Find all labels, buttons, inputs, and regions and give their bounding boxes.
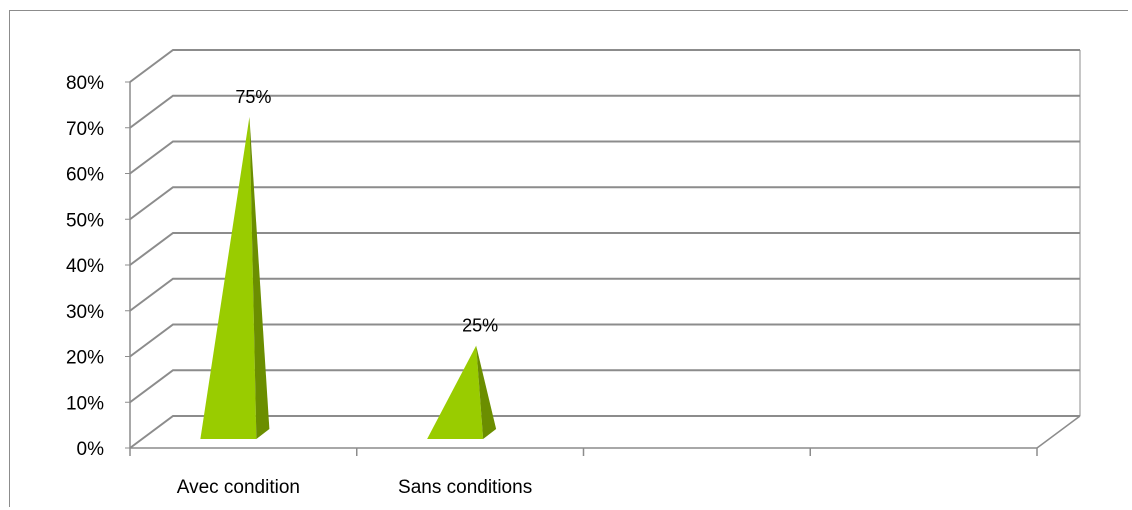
gridline	[129, 232, 1080, 266]
gridline	[129, 186, 1080, 221]
gridline	[129, 94, 1080, 129]
pyramids	[200, 116, 497, 439]
y-tick-label: 40%	[66, 256, 104, 277]
y-tick-label: 50%	[66, 210, 104, 231]
gridline	[129, 277, 1080, 312]
pyramid-side-face	[249, 116, 270, 439]
gridline	[129, 369, 1080, 404]
pyramid-front-face	[200, 116, 257, 439]
x-category-label: Sans conditions	[398, 477, 532, 498]
y-tick-label: 10%	[66, 393, 104, 414]
y-tick-label: 0%	[77, 439, 105, 460]
y-tick-label: 20%	[66, 348, 104, 369]
y-tick-label: 60%	[66, 165, 104, 186]
floor-right-edge	[1036, 415, 1081, 449]
gridline	[129, 140, 1080, 175]
y-tick-label: 70%	[66, 119, 104, 140]
gridlines	[129, 49, 1080, 449]
chart-frame	[9, 10, 1128, 507]
pyramid-1	[200, 116, 270, 439]
pyramid-2	[427, 345, 497, 439]
data-label: 25%	[462, 316, 498, 336]
pyramid-front-face	[427, 345, 484, 439]
x-category-label: Avec condition	[177, 477, 300, 498]
y-tick-label: 80%	[66, 73, 104, 94]
gridline	[129, 415, 1080, 449]
gridline	[129, 49, 1080, 83]
data-labels: 75% 25%	[235, 87, 498, 336]
x-axis-tick-marks	[129, 448, 1038, 456]
gridline	[129, 323, 1080, 358]
x-axis-category-labels: Avec condition Sans conditions	[177, 477, 532, 498]
pyramid-side-face	[476, 345, 497, 439]
data-label: 75%	[235, 87, 271, 107]
chart-walls	[1036, 50, 1081, 449]
y-axis-tick-labels: 0% 10% 20% 30% 40% 50% 60% 70% 80%	[66, 73, 104, 460]
y-tick-label: 30%	[66, 302, 104, 323]
